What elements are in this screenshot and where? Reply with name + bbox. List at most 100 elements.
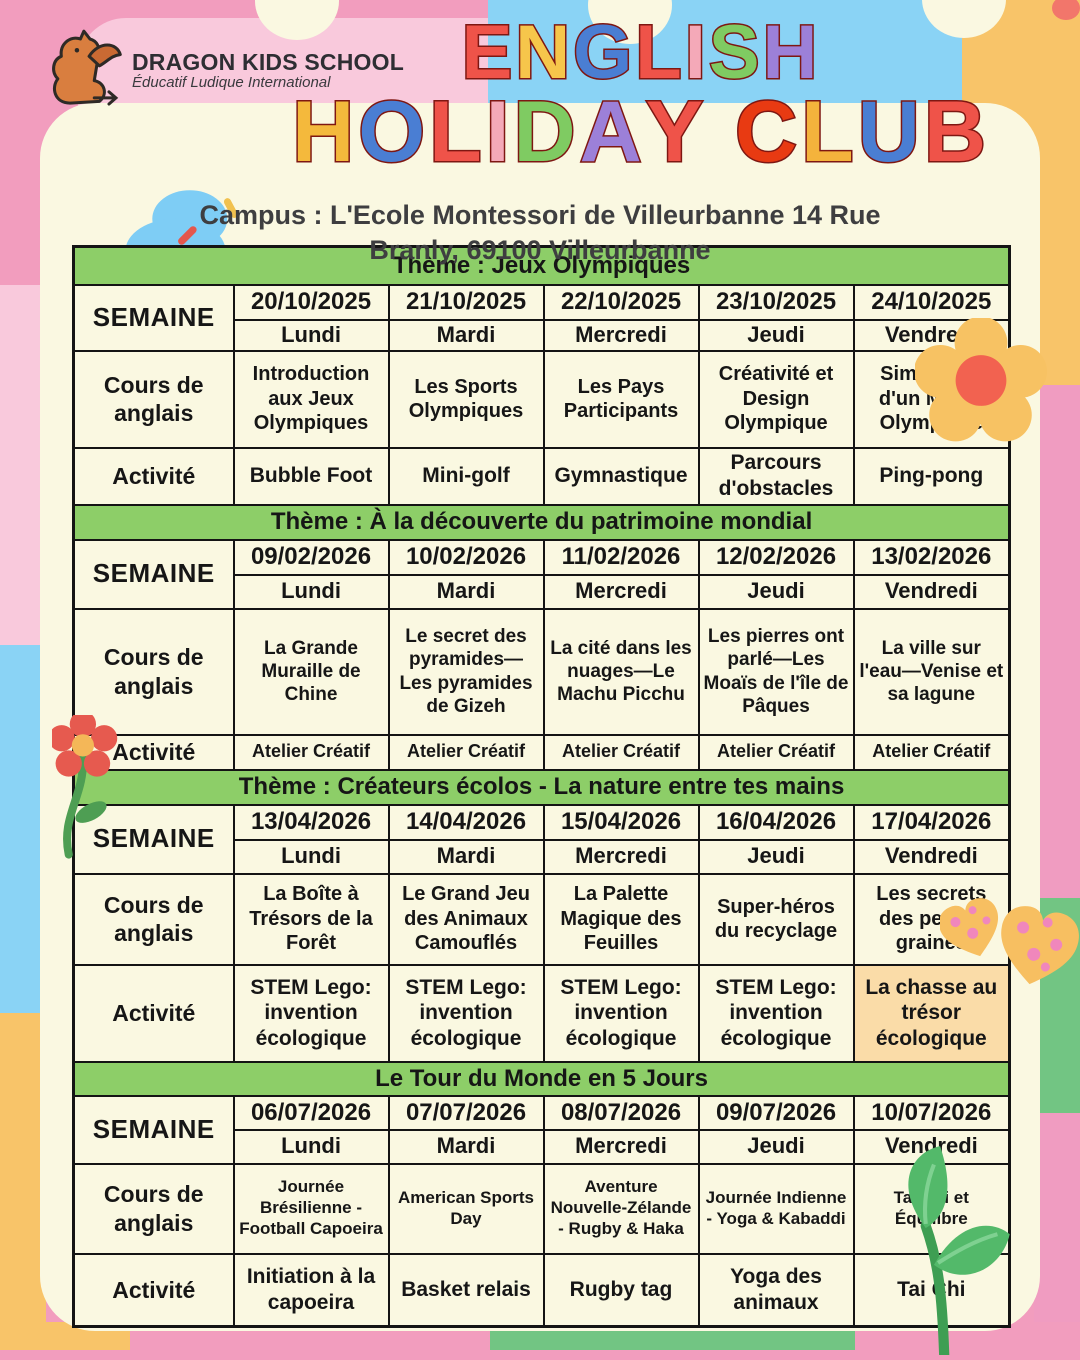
date-cell: 15/04/2026 — [542, 803, 700, 841]
bg-block-left-lightpink — [0, 285, 46, 645]
title-letter: G — [572, 10, 634, 95]
table-row: Activité STEM Lego: invention écologique S… — [72, 963, 1011, 1063]
date-cell: 20/10/2025 — [232, 283, 390, 321]
lesson-cell: Les Sports Olympiques — [387, 349, 545, 449]
title-letter: L — [634, 10, 683, 95]
title-letter: S — [707, 10, 761, 95]
table-row: Activité Bubble Foot Mini-golf Gymnastique P… — [72, 446, 1011, 506]
activity-cell: Atelier Créatif — [697, 733, 855, 771]
orange-flower-illustration — [913, 316, 1047, 448]
lesson-cell: La Palette Magique des Feuilles — [542, 872, 700, 966]
activity-cell: Gymnastique — [542, 446, 700, 506]
day-cell: Mardi — [387, 1128, 545, 1165]
table-row: SEMAINE 13/04/2026 14/04/2026 15/04/2026 16/… — [72, 803, 1011, 875]
activity-cell: Initiation à la capoeira — [232, 1252, 390, 1328]
title-line-1: ENGLISH — [240, 10, 1040, 95]
title-letter: Y — [644, 84, 706, 181]
lesson-cell: Introduction aux Jeux Olympiques — [232, 349, 390, 449]
bg-block-left-blue — [0, 645, 46, 1015]
lesson-cell: La Boîte à Trésors de la Forêt — [232, 872, 390, 966]
table-row: Thème : Créateurs écolos - La nature ent… — [72, 768, 1011, 806]
table-row: Cours de anglais La Grande Muraille de Ch… — [72, 607, 1011, 736]
day-cell: Mardi — [387, 318, 545, 352]
date-cell: 13/04/2026 — [232, 803, 390, 841]
bg-block-right-pink2 — [1034, 1113, 1080, 1350]
activity-cell: Bubble Foot — [232, 446, 390, 506]
day-cell: Mardi — [387, 573, 545, 610]
lesson-cell: Journée Indienne - Yoga & Kabaddi — [697, 1162, 855, 1255]
day-cell: Jeudi — [697, 318, 855, 352]
lesson-cell: American Sports Day — [387, 1162, 545, 1255]
day-cell: Mercredi — [542, 838, 700, 875]
red-dot — [1052, 0, 1080, 20]
activity-cell: Atelier Créatif — [542, 733, 700, 771]
title-letter: D — [512, 84, 578, 181]
activity-cell: Rugby tag — [542, 1252, 700, 1328]
activity-row-label: Activité — [72, 1252, 235, 1328]
title-letter: U — [856, 84, 922, 181]
campus-line-2: Branly, 69100 Villeurbanne — [369, 235, 711, 266]
activity-cell: Atelier Créatif — [852, 733, 1011, 771]
date-cell: 11/02/2026 — [542, 538, 700, 576]
day-cell: Vendredi — [852, 573, 1011, 610]
date-cell: 17/04/2026 — [852, 803, 1011, 841]
campus-line-1: Campus : L'Ecole Montessori de Villeurba… — [199, 200, 881, 230]
week-label-cell: SEMAINE — [72, 538, 235, 610]
day-cell: Jeudi — [697, 573, 855, 610]
activity-cell: STEM Lego: invention écologique — [697, 963, 855, 1063]
date-cell: 10/07/2026 — [852, 1094, 1011, 1131]
date-cell: 06/07/2026 — [232, 1094, 390, 1131]
title-line-2: HOLIDAY CLUB — [240, 84, 1040, 181]
activity-row-label: Activité — [72, 963, 235, 1063]
lesson-cell: Les Pays Participants — [542, 349, 700, 449]
date-cell: 13/02/2026 — [852, 538, 1011, 576]
activity-row-label: Activité — [72, 446, 235, 506]
course-row-label: Cours de anglais — [72, 872, 235, 966]
red-flower-illustration — [48, 710, 136, 902]
day-cell: Mardi — [387, 838, 545, 875]
lesson-cell: La Grande Muraille de Chine — [232, 607, 390, 736]
lesson-cell: Créativité et Design Olympique — [697, 349, 855, 449]
school-tagline: Éducatif Ludique International — [132, 73, 331, 91]
week-label-cell: SEMAINE — [72, 1094, 235, 1165]
title-letter: I — [484, 84, 512, 181]
title-letter: H — [291, 84, 357, 181]
table-row: SEMAINE 20/10/2025 21/10/2025 22/10/2025 23/… — [72, 283, 1011, 352]
activity-cell: Mini-golf — [387, 446, 545, 506]
lesson-cell: Le secret des pyramides—Les pyramides de… — [387, 607, 545, 736]
table-row: Activité Initiation à la capoeira Basket r… — [72, 1252, 1011, 1328]
date-cell: 10/02/2026 — [387, 538, 545, 576]
table-row: Lundi Mardi Mercredi Jeudi Vendredi — [74, 573, 1011, 610]
school-logo: DRAGON KIDS SCHOOL Éducatif Ludique Inte… — [44, 26, 404, 115]
theme-header-cell: Thème : Jeux Olympiques — [72, 245, 1011, 286]
day-cell: Lundi — [232, 1128, 390, 1165]
table-row: Thème : À la découverte du patrimoine mo… — [72, 503, 1011, 541]
theme-header-cell: Le Tour du Monde en 5 Jours — [72, 1060, 1011, 1097]
bg-block-left-orange — [0, 1013, 46, 1350]
activity-cell: STEM Lego: invention écologique — [542, 963, 700, 1063]
activity-cell: Atelier Créatif — [387, 733, 545, 771]
bg-block-right-pink — [1034, 385, 1080, 905]
title-letter: L — [800, 84, 856, 181]
title-letter: C — [734, 84, 800, 181]
table-row: Cours de anglais La Boîte à Trésors de la… — [72, 872, 1011, 966]
table-row: SEMAINE 09/02/2026 10/02/2026 11/02/2026 12/… — [72, 538, 1011, 610]
activity-cell: Ping-pong — [852, 446, 1011, 506]
date-cell: 07/07/2026 — [387, 1094, 545, 1131]
lesson-cell: La ville sur l'eau—Venise et sa lagune — [852, 607, 1011, 736]
course-row-label: Cours de anglais — [72, 1162, 235, 1255]
activity-cell: STEM Lego: invention écologique — [232, 963, 390, 1063]
activity-cell: STEM Lego: invention écologique — [387, 963, 545, 1063]
table-row: Thème : Jeux Olympiques — [72, 245, 1011, 286]
day-cell: Jeudi — [697, 1128, 855, 1165]
title-letter: A — [578, 84, 644, 181]
theme-header-cell: Thème : À la découverte du patrimoine mo… — [72, 503, 1011, 541]
title-letter: E — [460, 10, 514, 95]
date-cell: 08/07/2026 — [542, 1094, 700, 1131]
lesson-cell: Les pierres ont parlé—Les Moaïs de l'île… — [697, 607, 855, 736]
activity-cell: Yoga des animaux — [697, 1252, 855, 1328]
activity-cell: Basket relais — [387, 1252, 545, 1328]
lesson-cell: Super-héros du recyclage — [697, 872, 855, 966]
activity-cell: La chasse au trésor écologique — [852, 963, 1011, 1063]
table-row: Le Tour du Monde en 5 Jours — [72, 1060, 1011, 1097]
